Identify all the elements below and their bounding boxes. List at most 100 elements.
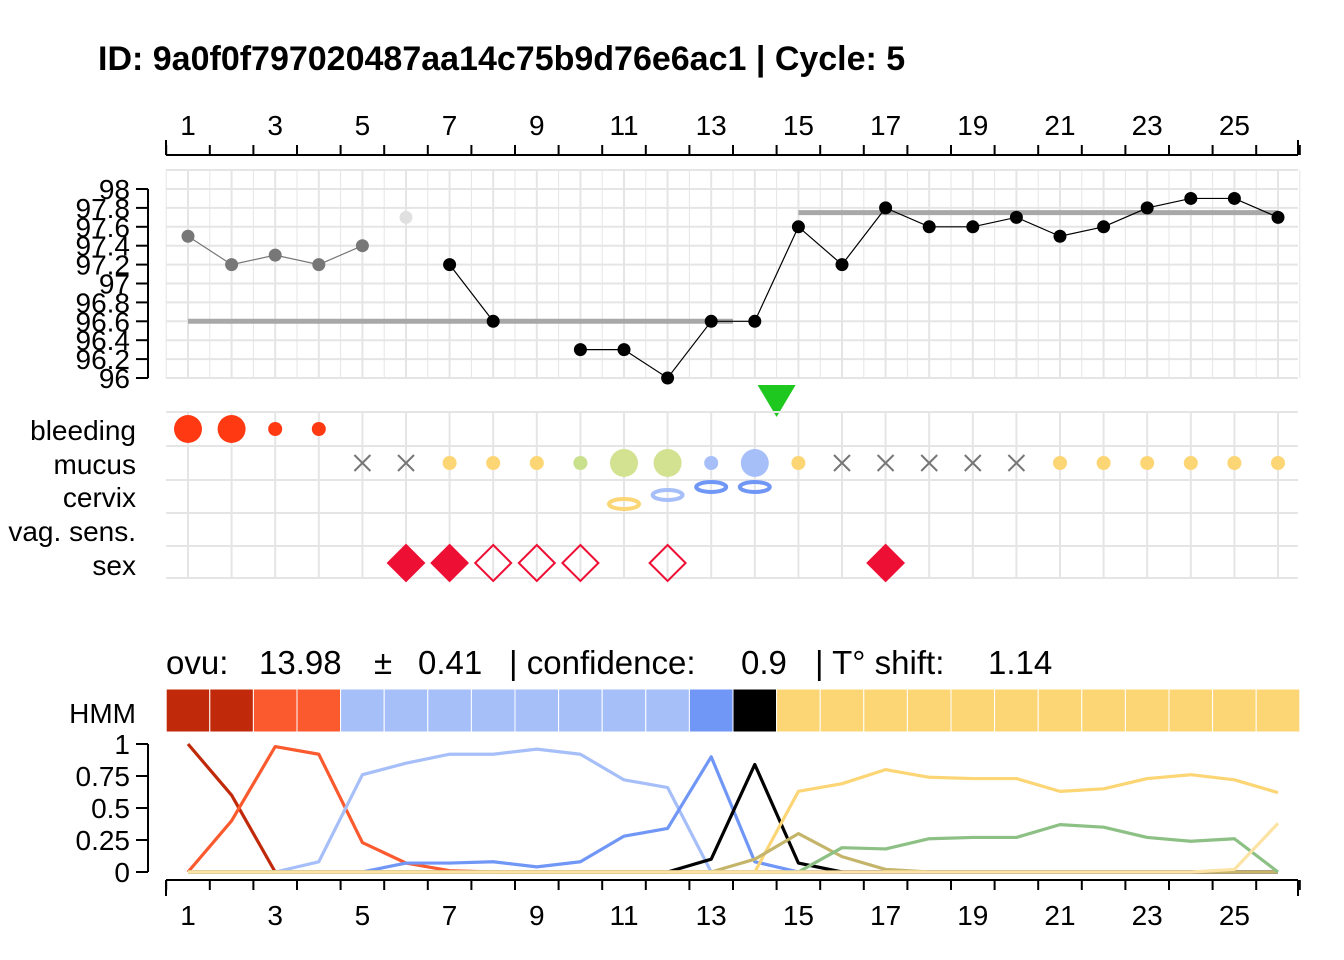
hmm-state-cell <box>1124 688 1170 733</box>
hmm-state-cell <box>470 688 516 733</box>
cervix-mark <box>607 497 641 511</box>
temperature-point <box>922 220 936 234</box>
temperature-point <box>1140 201 1154 215</box>
temperature-point <box>1227 191 1241 205</box>
temperature-point <box>225 258 239 272</box>
bleeding-dot <box>217 415 246 443</box>
y-tick-label: 97.6 <box>76 212 131 243</box>
hmm-label: HMM <box>69 698 136 729</box>
hmm-state-cell <box>1255 688 1301 733</box>
ovu-pm: ± <box>374 644 392 681</box>
x-tick-label: 15 <box>783 900 814 931</box>
hmm-state-cell <box>950 688 996 733</box>
ovu-sd: 0.41 <box>418 644 482 681</box>
vag-sens-label: vag. sens. <box>8 516 136 547</box>
y-tick-label: 0 <box>114 857 130 888</box>
temperature-point <box>748 314 762 328</box>
mucus-dot <box>740 449 769 477</box>
hmm-state-cell <box>558 688 603 733</box>
shift-value: 1.14 <box>988 644 1052 681</box>
hmm-state-cell <box>209 688 254 733</box>
ovulation-summary: ovu: 13.98 ± 0.41 | confidence: 0.9 | T°… <box>166 644 1052 681</box>
sex-diamond <box>473 543 513 583</box>
y-tick-label: 1 <box>114 729 130 760</box>
x-tick-label: 5 <box>355 110 371 141</box>
x-tick-label: 13 <box>696 900 727 931</box>
mucus-dot <box>486 456 501 470</box>
hmm-state-cell <box>645 688 690 733</box>
y-tick-label: 97.2 <box>76 250 131 281</box>
mucus-dot <box>442 456 457 470</box>
hmm-state-cell <box>994 688 1039 733</box>
y-tick-label: 0.5 <box>91 793 130 824</box>
mucus-none-mark <box>920 454 938 472</box>
temperature-point <box>617 343 631 357</box>
bleeding-label: bleeding <box>30 415 136 446</box>
x-tick-label: 11 <box>609 900 638 931</box>
mucus-dot <box>1183 456 1198 470</box>
hmm-state-cell <box>906 688 952 733</box>
temperature-line <box>449 264 494 322</box>
y-tick-label: 96 <box>99 363 130 394</box>
mucus-none-mark <box>876 454 895 472</box>
bleeding-marks <box>174 415 326 443</box>
hmm-state-cell <box>776 688 821 733</box>
sex-diamond <box>866 543 906 583</box>
cervix-mark <box>650 488 685 502</box>
temperature-point <box>966 220 980 234</box>
x-tick-label: 17 <box>870 110 901 141</box>
temperature-point <box>312 258 326 272</box>
cervix-marks <box>607 480 772 511</box>
hmm-state-cell <box>1212 688 1257 733</box>
x-tick-label: 17 <box>870 900 901 931</box>
probability-series-line <box>188 831 1278 874</box>
mucus-dot <box>791 456 806 470</box>
x-tick-label: 3 <box>267 110 283 141</box>
ovu-value: 13.98 <box>259 644 342 681</box>
temperature-point <box>443 258 457 272</box>
temperature-point <box>181 229 195 243</box>
confidence-label: | confidence: <box>509 644 696 681</box>
x-tick-label: 7 <box>442 110 458 141</box>
mucus-marks <box>353 449 1285 477</box>
sex-diamond <box>386 543 426 583</box>
hmm-state-cell <box>427 688 472 733</box>
x-tick-label: 1 <box>180 110 196 141</box>
hmm-state-cell <box>296 688 342 733</box>
temperature-point <box>704 314 718 328</box>
temperature-point <box>268 248 282 262</box>
mucus-none-mark <box>353 454 372 472</box>
cervix-label: cervix <box>63 482 136 513</box>
mucus-dot <box>529 456 544 470</box>
mucus-dot <box>1096 456 1111 470</box>
y-tick-label: 96.4 <box>76 325 131 356</box>
temperature-point <box>1271 210 1285 224</box>
hmm-state-cell <box>1168 688 1214 733</box>
x-tick-label: 9 <box>529 110 545 141</box>
mucus-dot <box>1140 456 1155 470</box>
mucus-dot <box>1053 456 1067 470</box>
hmm-state-cell <box>688 688 734 733</box>
x-tick-label: 25 <box>1219 110 1250 141</box>
mucus-dot <box>573 456 588 470</box>
x-tick-label: 13 <box>696 110 727 141</box>
y-tick-label: 97.8 <box>76 193 131 224</box>
x-tick-label: 21 <box>1044 110 1075 141</box>
confidence-value: 0.9 <box>741 644 787 681</box>
temperature-point <box>399 210 413 224</box>
temperature-point <box>1097 220 1111 234</box>
ovulation-triangle <box>757 385 796 417</box>
bleeding-dot <box>268 422 283 436</box>
hmm-state-cell <box>863 688 908 733</box>
probability-series-line <box>188 822 1280 874</box>
x-tick-label: 1 <box>180 900 196 931</box>
x-tick-label: 19 <box>957 110 988 141</box>
temperature-baselines <box>188 210 1278 324</box>
temperature-grid <box>165 169 1301 379</box>
hmm-state-bar <box>165 688 1301 733</box>
hmm-state-cell <box>1081 688 1126 733</box>
mucus-none-mark <box>833 454 851 472</box>
cervix-mark <box>694 480 729 494</box>
